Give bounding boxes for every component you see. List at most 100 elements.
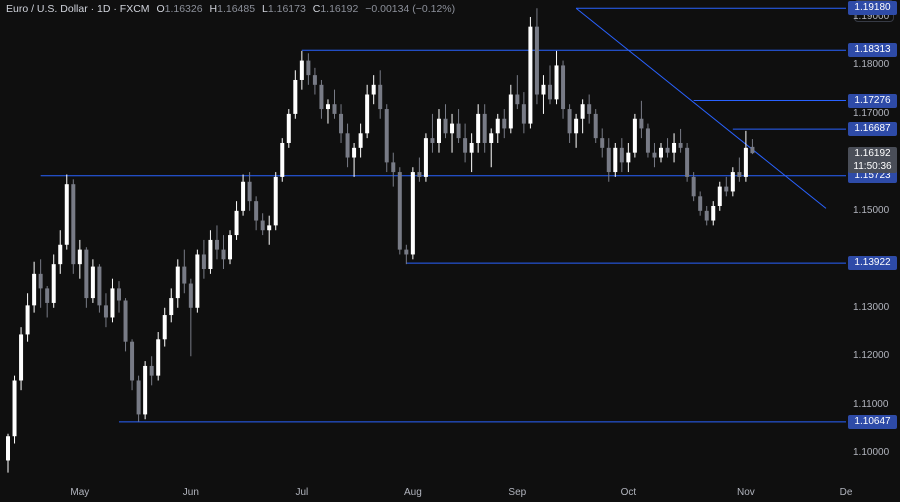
candle-body bbox=[554, 65, 559, 100]
time-tick-label: Aug bbox=[403, 487, 422, 498]
candle-body bbox=[358, 133, 363, 148]
candle bbox=[547, 65, 552, 105]
candle bbox=[214, 225, 219, 260]
candle-body bbox=[97, 266, 102, 306]
candle bbox=[652, 142, 657, 168]
candle-body bbox=[606, 147, 611, 173]
candle bbox=[325, 99, 330, 124]
price-tick-label: 1.18000 bbox=[853, 59, 890, 71]
candle-body bbox=[495, 118, 500, 134]
candle bbox=[77, 239, 82, 279]
last-price-tag: 1.16192 11:50:36 bbox=[848, 147, 897, 174]
candle-body bbox=[117, 288, 122, 301]
candle bbox=[247, 172, 252, 211]
candle bbox=[352, 142, 357, 177]
candle bbox=[587, 94, 592, 124]
candle bbox=[450, 113, 455, 153]
time-tick-label: Jun bbox=[182, 487, 199, 498]
candle-body bbox=[182, 266, 187, 284]
candle-body bbox=[123, 300, 128, 342]
candle bbox=[188, 278, 193, 357]
candle bbox=[561, 60, 566, 119]
candle bbox=[306, 53, 311, 85]
candle bbox=[737, 157, 742, 182]
candle-body bbox=[149, 365, 154, 376]
candle bbox=[502, 109, 507, 139]
candle-body bbox=[476, 113, 481, 143]
candle-body bbox=[515, 94, 520, 105]
candle-body bbox=[110, 288, 115, 318]
candle-body bbox=[12, 380, 17, 437]
candle-body bbox=[90, 266, 95, 299]
level-price-label: 1.19180 bbox=[848, 1, 897, 16]
candle-body bbox=[489, 133, 494, 143]
symbol-header: Euro / U.S. Dollar · 1D · FXCM O1.16326 … bbox=[6, 3, 455, 15]
price-tick-label: 1.10000 bbox=[853, 447, 890, 459]
candle-body bbox=[632, 118, 637, 153]
candle bbox=[750, 139, 755, 155]
candle-body bbox=[384, 109, 389, 163]
candle bbox=[378, 70, 383, 119]
candle-body bbox=[580, 104, 585, 119]
candle-body bbox=[254, 201, 259, 221]
candle bbox=[38, 259, 43, 308]
candle bbox=[175, 259, 180, 308]
candle-body bbox=[188, 283, 193, 308]
candle-body bbox=[750, 146, 755, 154]
candle bbox=[619, 138, 624, 173]
candle bbox=[704, 205, 709, 226]
candle-body bbox=[241, 181, 246, 211]
candle-body bbox=[685, 147, 690, 177]
candle-body bbox=[319, 84, 324, 110]
candle bbox=[221, 235, 226, 270]
candle bbox=[345, 123, 350, 168]
candle-body bbox=[293, 79, 298, 114]
candle-body bbox=[423, 138, 428, 177]
candle bbox=[574, 113, 579, 148]
candle bbox=[417, 157, 422, 182]
candle bbox=[45, 285, 50, 318]
candle bbox=[730, 167, 735, 197]
candle bbox=[58, 230, 63, 274]
candle bbox=[541, 75, 546, 114]
candle-body bbox=[711, 205, 716, 221]
candle-body bbox=[345, 133, 350, 158]
candle-body bbox=[247, 181, 252, 202]
candle-body bbox=[77, 249, 82, 265]
candle-body bbox=[32, 273, 37, 306]
candle-body bbox=[410, 172, 415, 255]
time-tick-label: May bbox=[70, 487, 90, 498]
time-tick-label: Nov bbox=[736, 487, 755, 498]
candle-body bbox=[443, 118, 448, 134]
candle-body bbox=[652, 152, 657, 158]
price-tick-label: 1.15000 bbox=[853, 204, 890, 216]
candle bbox=[156, 332, 161, 381]
candle bbox=[743, 130, 748, 182]
candle bbox=[691, 172, 696, 202]
candle bbox=[19, 327, 24, 391]
candle bbox=[554, 50, 559, 105]
open-key: O bbox=[156, 3, 165, 15]
candle-body bbox=[391, 162, 396, 173]
candle-body bbox=[299, 60, 304, 80]
candle bbox=[528, 16, 533, 129]
candle-body bbox=[286, 113, 291, 143]
candle bbox=[228, 230, 233, 265]
candle bbox=[123, 298, 128, 352]
candle-body bbox=[639, 118, 644, 129]
candle bbox=[600, 128, 605, 158]
candle bbox=[711, 201, 716, 226]
candle bbox=[195, 249, 200, 313]
high-key: H bbox=[209, 3, 218, 15]
candle bbox=[717, 181, 722, 211]
candle bbox=[423, 133, 428, 182]
candle bbox=[463, 123, 468, 163]
candle bbox=[515, 75, 520, 110]
candle-body bbox=[280, 142, 285, 177]
candle-body bbox=[195, 254, 200, 308]
candle-body bbox=[704, 210, 709, 221]
level-price-label: 1.13922 bbox=[848, 256, 897, 271]
candle bbox=[534, 8, 539, 105]
candle bbox=[143, 361, 148, 420]
